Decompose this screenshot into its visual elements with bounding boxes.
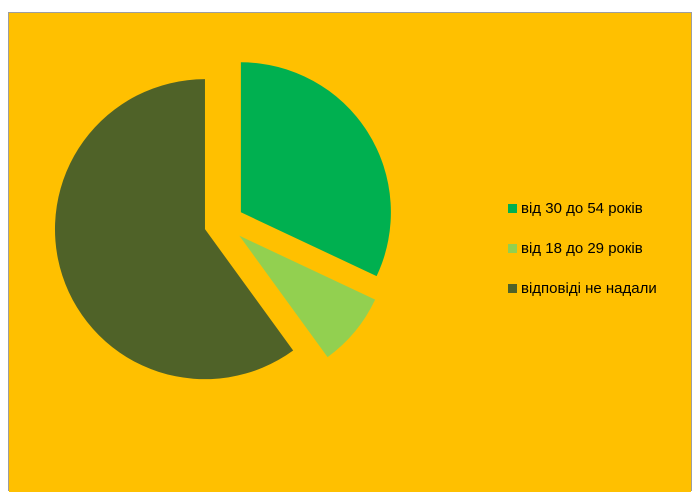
legend-swatch [508,244,517,253]
pie-slice-2 [239,235,376,358]
legend-item-3: відповіді не надали [508,279,694,299]
legend-swatch [508,284,517,293]
legend-item-2: від 18 до 29 років [508,239,694,259]
pie-chart [9,13,691,492]
legend-swatch [508,204,517,213]
pie-slices [54,62,391,380]
legend-item-1: від 30 до 54 років [508,199,694,219]
legend-label: від 18 до 29 років [521,240,643,257]
legend: від 30 до 54 років від 18 до 29 років відп… [508,199,694,319]
legend-label: від 30 до 54 років [521,200,643,217]
pie-slice-1 [240,62,391,277]
pie-slice-3 [54,79,294,380]
legend-label: відповіді не надали [521,280,657,297]
chart-area: від 30 до 54 років від 18 до 29 років відп… [8,12,694,492]
